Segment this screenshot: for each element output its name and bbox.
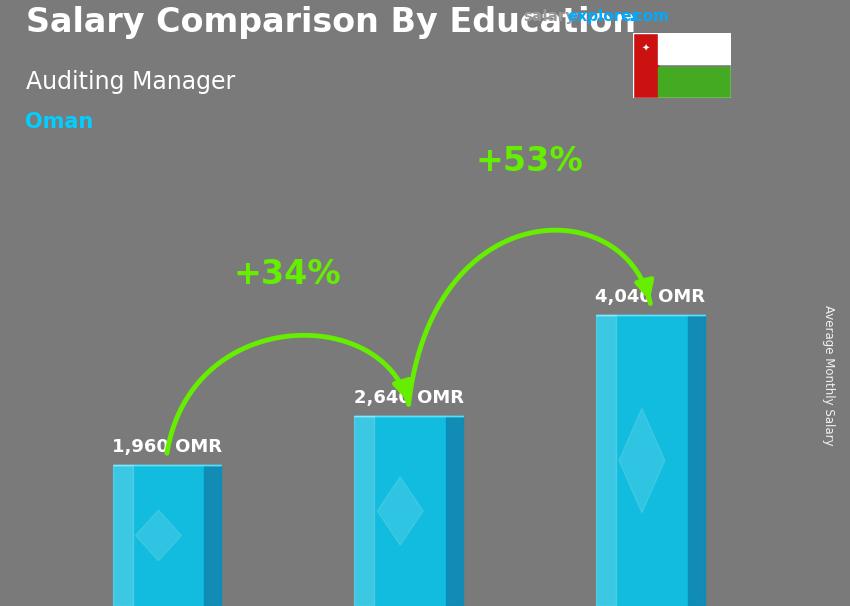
Polygon shape bbox=[112, 465, 133, 606]
Polygon shape bbox=[596, 315, 616, 606]
Text: Auditing Manager: Auditing Manager bbox=[26, 70, 235, 94]
Text: explorer: explorer bbox=[568, 9, 640, 24]
Bar bbox=[633, 33, 658, 98]
Text: ✦: ✦ bbox=[641, 43, 649, 53]
Text: +53%: +53% bbox=[476, 145, 583, 178]
Text: .com: .com bbox=[629, 9, 670, 24]
Polygon shape bbox=[135, 510, 181, 561]
Bar bbox=[596, 315, 688, 606]
Text: 2,640 OMR: 2,640 OMR bbox=[354, 389, 463, 407]
Text: Oman: Oman bbox=[26, 112, 94, 132]
Polygon shape bbox=[688, 315, 705, 606]
Text: Salary Comparison By Education: Salary Comparison By Education bbox=[26, 6, 636, 39]
Bar bbox=[658, 33, 731, 64]
Text: salary: salary bbox=[523, 9, 575, 24]
Text: 4,040 OMR: 4,040 OMR bbox=[595, 288, 706, 307]
Text: +34%: +34% bbox=[234, 258, 342, 291]
Text: Average Monthly Salary: Average Monthly Salary bbox=[822, 305, 836, 446]
Polygon shape bbox=[204, 465, 221, 606]
Polygon shape bbox=[619, 408, 665, 513]
Bar bbox=[354, 416, 446, 606]
Bar bbox=[112, 465, 204, 606]
Text: 1,960 OMR: 1,960 OMR bbox=[112, 438, 222, 456]
Polygon shape bbox=[377, 477, 423, 545]
Bar bbox=[658, 67, 731, 98]
Polygon shape bbox=[446, 416, 463, 606]
Polygon shape bbox=[354, 416, 375, 606]
